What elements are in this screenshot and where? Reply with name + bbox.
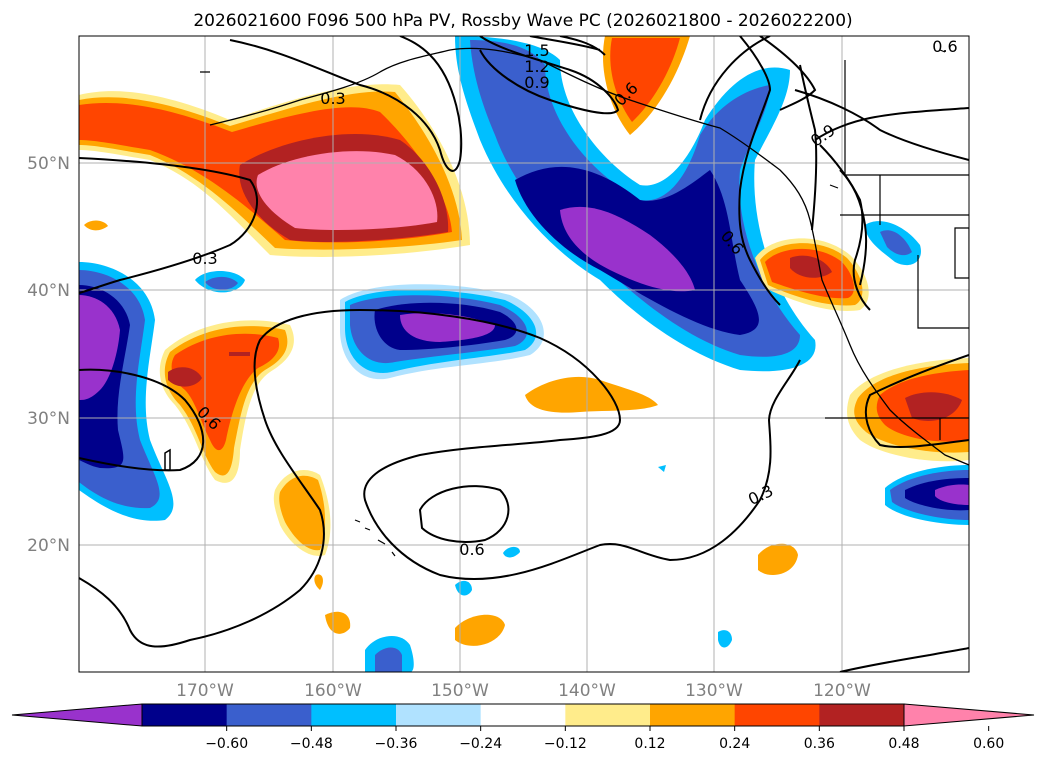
colorbar-segment	[311, 704, 397, 726]
colorbar-segment	[819, 704, 905, 726]
colorbar-tick-label: −0.48	[290, 736, 333, 752]
colorbar-extend-low	[11, 703, 143, 727]
lon-tick-label: 130°W	[685, 681, 743, 701]
positive-anomaly-central	[455, 376, 798, 646]
colorbar-segment	[734, 704, 820, 726]
map-area: 1.5 1.2 0.9 0.6 0.3 0.3 0.6 0.6 0.9 0.6 …	[78, 35, 970, 673]
lon-tick-labels: 170°W 160°W 150°W 140°W 130°W 120°W	[176, 681, 871, 701]
colorbar-tick-label: −0.36	[375, 736, 418, 752]
lat-tick-labels: 50°N 40°N 30°N 20°N	[27, 154, 70, 556]
negative-anomaly-small	[365, 221, 921, 672]
graticule	[79, 36, 969, 672]
colorbar-segment	[565, 704, 651, 726]
colorbar-segment	[480, 704, 566, 726]
colorbar-segment	[142, 704, 228, 726]
lon-tick-label: 170°W	[176, 681, 234, 701]
colorbar-tick-label: 0.48	[888, 736, 919, 752]
contour-label: 0.3	[320, 89, 345, 108]
lat-tick-label: 20°N	[27, 536, 70, 556]
pv-anomaly-fills	[79, 36, 969, 672]
colorbar-segment	[226, 704, 312, 726]
colorbar-tick-label: −0.60	[205, 736, 248, 752]
contour-label: 0.6	[459, 540, 484, 559]
colorbar-tick-label: −0.12	[544, 736, 587, 752]
lat-tick-label: 40°N	[27, 281, 70, 301]
lat-tick-label: 30°N	[27, 409, 70, 429]
lon-tick-label: 120°W	[813, 681, 871, 701]
contour-label: 0.9	[524, 73, 549, 92]
lat-tick-label: 50°N	[27, 154, 70, 174]
colorbar-tick-label: −0.24	[459, 736, 502, 752]
colorbar-tick-label: 0.36	[804, 736, 835, 752]
negative-anomaly-ne-pacific	[455, 36, 816, 372]
coastlines	[164, 47, 969, 557]
lon-tick-label: 160°W	[304, 681, 362, 701]
colorbar-tick-label: 0.60	[973, 736, 1004, 752]
contour-label: 0.6	[932, 37, 957, 56]
positive-anomaly-west-central	[159, 320, 351, 634]
lon-tick-label: 150°W	[431, 681, 489, 701]
lon-tick-label: 140°W	[558, 681, 616, 701]
pv-contours	[79, 36, 969, 672]
positive-anomaly-alaska	[602, 36, 690, 135]
colorbar-segment	[650, 704, 736, 726]
colorbar-outline	[141, 703, 905, 727]
contour-label: 1.5	[524, 41, 549, 60]
colorbar-tick-label: 0.24	[719, 736, 750, 752]
colorbar-extend-high	[903, 703, 1035, 727]
colorbar-segment	[396, 704, 482, 726]
colorbar: −0.60 −0.48 −0.36 −0.24 −0.12 0.12 0.24 0.36 0.4…	[11, 703, 1035, 752]
contour-label: 0.3	[192, 249, 217, 268]
negative-anomaly-southeast	[885, 465, 969, 525]
map-frame	[78, 35, 970, 673]
contour-label: 1.2	[524, 57, 549, 76]
figure-title: 2026021600 F096 500 hPa PV, Rossby Wave …	[193, 11, 852, 31]
negative-anomaly-west	[79, 262, 174, 521]
positive-anomaly-gulf	[79, 84, 470, 257]
colorbar-tick-label: 0.12	[634, 736, 665, 752]
